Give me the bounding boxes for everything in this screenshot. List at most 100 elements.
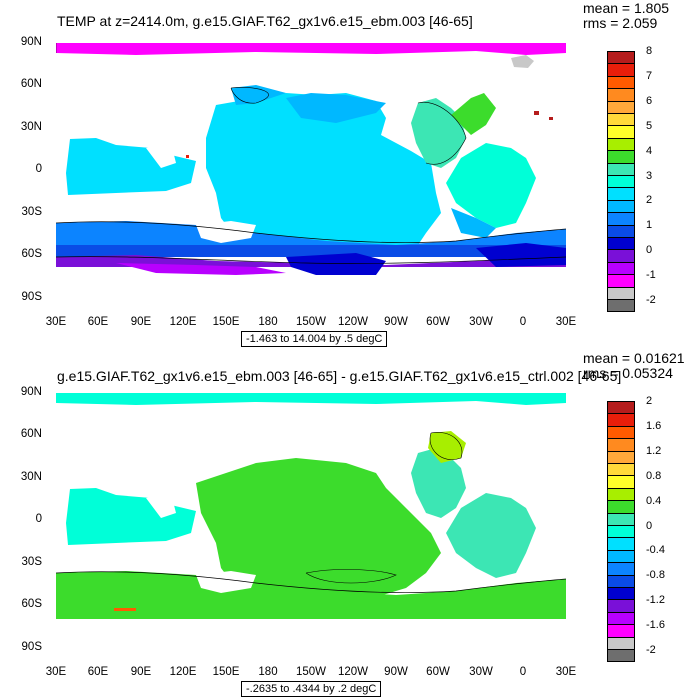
colorbar-label: -2 — [646, 644, 656, 656]
contour-range-note: -.2635 to .4344 by .2 degC — [241, 681, 382, 697]
colorbar-label: 0.4 — [646, 495, 662, 507]
colorbar-label: -2 — [646, 294, 656, 306]
lon-label: 180 — [258, 666, 278, 678]
colorbar-swatch — [607, 199, 635, 214]
lon-label: 150E — [212, 316, 240, 328]
colorbar — [607, 51, 635, 313]
colorbar-swatch — [607, 224, 635, 238]
lat-label: 60S — [21, 248, 42, 260]
colorbar-swatch — [607, 137, 635, 152]
colorbar-label: 2 — [646, 194, 653, 206]
lat-label: 30S — [21, 206, 42, 218]
colorbar-swatch — [607, 274, 635, 288]
colorbar-label: 5 — [646, 120, 653, 132]
colorbar-swatch — [607, 249, 635, 263]
lon-label: 120E — [169, 316, 197, 328]
colorbar-label: 0 — [646, 244, 653, 256]
lon-label: 150W — [295, 666, 327, 678]
lat-label: 0 — [35, 163, 42, 175]
colorbar-swatch — [607, 525, 635, 539]
colorbar-swatch — [607, 286, 635, 300]
colorbar-swatch — [607, 587, 635, 601]
colorbar-label: -1 — [646, 269, 656, 281]
colorbar-swatch — [607, 438, 635, 452]
colorbar-label: 6 — [646, 95, 653, 107]
lon-label: 90E — [130, 316, 152, 328]
colorbar-label: 1.2 — [646, 445, 662, 457]
colorbar-swatch — [607, 649, 635, 663]
colorbar-swatch — [607, 549, 635, 564]
panel-title: g.e15.GIAF.T62_gx1v6.e15_ebm.003 [46-65]… — [57, 368, 622, 384]
lat-label: 90N — [20, 36, 42, 48]
colorbar-label: 2 — [646, 395, 653, 407]
lat-label: 60N — [20, 428, 42, 440]
colorbar-swatch — [607, 611, 635, 626]
rms-value: rms = 0.05324 — [583, 365, 673, 381]
colorbar-label: 1 — [646, 219, 653, 231]
lon-label: 120W — [337, 666, 369, 678]
lon-label: 120W — [337, 316, 369, 328]
colorbar-label: -1.2 — [646, 594, 665, 606]
lat-label: 90N — [20, 386, 42, 398]
colorbar-label: 7 — [646, 70, 653, 82]
colorbar-swatch — [607, 88, 635, 102]
colorbar-swatch — [607, 187, 635, 201]
colorbar-swatch — [607, 63, 635, 77]
lat-label: 0 — [35, 513, 42, 525]
lon-label: 90W — [384, 316, 408, 328]
colorbar-swatch — [607, 113, 635, 127]
lon-label: 180 — [258, 316, 278, 328]
colorbar-swatch — [607, 599, 635, 613]
lon-label: 30W — [469, 316, 493, 328]
lon-label: 30W — [469, 666, 493, 678]
colorbar-swatch — [607, 261, 635, 276]
colorbar-label: 0 — [646, 520, 653, 532]
lon-label: 60E — [87, 316, 109, 328]
lon-label: 60W — [426, 666, 450, 678]
lat-label: 30N — [20, 471, 42, 483]
colorbar-swatch — [607, 537, 635, 551]
colorbar-swatch — [607, 463, 635, 477]
colorbar-swatch — [607, 413, 635, 427]
lon-label: 0 — [519, 316, 527, 328]
colorbar-swatch — [607, 475, 635, 489]
rms-value: rms = 2.059 — [583, 15, 658, 31]
colorbar-swatch — [607, 299, 635, 313]
colorbar-label: 3 — [646, 170, 653, 182]
lat-label: 90S — [21, 291, 42, 303]
mean-value: mean = 0.01621 — [583, 350, 685, 366]
colorbar-swatch — [607, 512, 635, 526]
lat-label: 60S — [21, 598, 42, 610]
lon-label: 30E — [555, 666, 577, 678]
colorbar-swatch — [607, 425, 635, 440]
lat-label: 30N — [20, 121, 42, 133]
mean-value: mean = 1.805 — [583, 0, 670, 16]
lon-label: 30E — [45, 666, 67, 678]
ocean-temperature-map — [56, 43, 566, 298]
lat-label: 90S — [21, 641, 42, 653]
colorbar-label: 0.8 — [646, 470, 662, 482]
colorbar-label: -0.4 — [646, 544, 665, 556]
lon-label: 0 — [519, 666, 527, 678]
colorbar-swatch — [607, 487, 635, 502]
ocean-temperature-difference-map — [56, 393, 566, 648]
panel-title: TEMP at z=2414.0m, g.e15.GIAF.T62_gx1v6.… — [57, 13, 473, 29]
lon-label: 90E — [130, 666, 152, 678]
lon-label: 120E — [169, 666, 197, 678]
lat-label: 60N — [20, 78, 42, 90]
contour-range-note: -1.463 to 14.004 by .5 degC — [241, 331, 388, 347]
panel-temperature-difference: g.e15.GIAF.T62_gx1v6.e15_ebm.003 [46-65]… — [0, 350, 700, 700]
colorbar-swatch — [607, 162, 635, 176]
colorbar-swatch — [607, 237, 635, 251]
colorbar-label: -1.6 — [646, 619, 665, 631]
colorbar-swatch — [607, 51, 635, 65]
colorbar-swatch — [607, 175, 635, 189]
colorbar-swatch — [607, 574, 635, 588]
colorbar-swatch — [607, 100, 635, 114]
lon-label: 30E — [555, 316, 577, 328]
colorbar-swatch — [607, 150, 635, 164]
colorbar-swatch — [607, 562, 635, 576]
colorbar-swatch — [607, 125, 635, 139]
lon-label: 60W — [426, 316, 450, 328]
colorbar-swatch — [607, 624, 635, 638]
